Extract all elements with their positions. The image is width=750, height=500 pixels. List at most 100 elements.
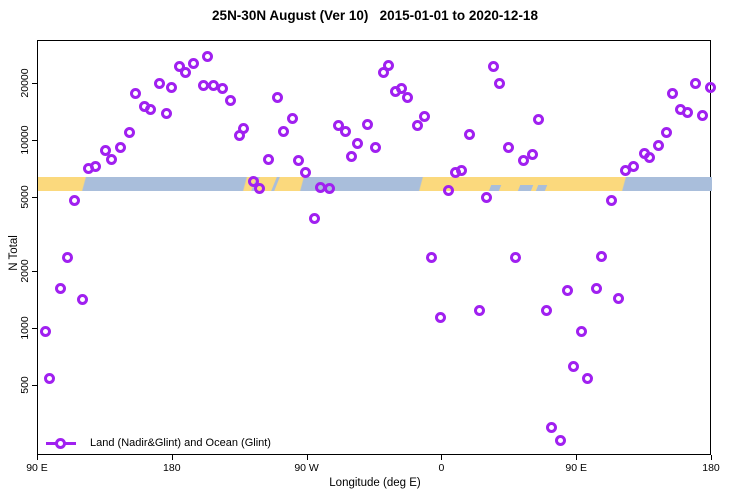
data-point	[419, 111, 431, 123]
data-point	[153, 78, 165, 90]
data-point	[39, 326, 51, 338]
data-point	[443, 184, 455, 196]
y-axis-label: N Total	[8, 235, 20, 271]
data-point	[124, 127, 136, 139]
y-tick-mark	[32, 196, 37, 198]
data-point	[576, 325, 588, 337]
y-tick-mark	[32, 83, 37, 85]
data-point	[383, 60, 395, 72]
data-point	[555, 435, 567, 447]
y-tick-mark	[32, 384, 37, 386]
x-tick-label: 90 E	[565, 462, 587, 474]
chart-title: 25N-30N August (Ver 10) 2015-01-01 to 20…	[212, 8, 538, 23]
data-point	[77, 294, 89, 306]
data-point	[197, 80, 209, 92]
data-point	[271, 91, 283, 103]
data-point	[300, 167, 312, 179]
legend-label: Land (Nadir&Glint) and Ocean (Glint)	[90, 437, 271, 449]
surface-band-transition	[417, 176, 426, 191]
y-tick-mark	[32, 328, 37, 329]
data-point	[180, 66, 192, 78]
x-tick-mark	[576, 455, 578, 460]
data-point	[541, 305, 553, 317]
data-point	[591, 282, 603, 294]
data-point	[613, 293, 625, 305]
legend-line-icon	[46, 437, 76, 449]
x-axis-label: Longitude (deg E)	[329, 477, 421, 489]
data-point	[90, 160, 102, 172]
data-point	[426, 252, 438, 264]
data-point	[494, 78, 506, 90]
data-point	[705, 82, 717, 94]
data-point	[697, 109, 709, 121]
y-tick-label: 10000	[19, 125, 31, 155]
data-point	[54, 282, 66, 294]
data-point	[396, 83, 408, 95]
data-point	[217, 83, 229, 95]
x-tick-label: 90 W	[294, 462, 319, 474]
data-point	[262, 153, 274, 165]
data-point	[582, 372, 594, 384]
surface-band-transition	[297, 176, 306, 191]
y-tick-mark	[32, 271, 37, 273]
surface-band-segment-ocean	[623, 176, 712, 191]
data-point	[161, 108, 173, 120]
data-point	[596, 250, 608, 262]
data-point	[346, 150, 358, 162]
data-point	[518, 155, 530, 167]
data-point	[351, 138, 363, 150]
data-point	[100, 145, 112, 157]
data-point	[682, 106, 694, 118]
data-point	[474, 304, 486, 316]
plot-area: Land (Nadir&Glint) and Ocean (Glint)	[37, 40, 717, 455]
data-point	[644, 151, 656, 163]
data-point	[238, 123, 250, 135]
data-point	[292, 154, 304, 166]
x-tick-label: 0	[438, 462, 445, 474]
data-point	[481, 192, 493, 204]
x-tick-mark	[306, 455, 308, 460]
surface-band-ocean-streak	[517, 184, 534, 191]
data-point	[247, 175, 259, 187]
y-tick-label: 20000	[19, 68, 31, 99]
data-point	[115, 141, 127, 153]
x-tick-label: 180	[163, 462, 181, 474]
y-tick-mark	[32, 140, 37, 141]
data-point	[165, 82, 177, 94]
surface-band-transition	[619, 176, 628, 191]
x-tick-label: 180	[702, 462, 720, 474]
data-point	[187, 58, 199, 70]
data-point	[568, 361, 580, 373]
surface-band-transition	[240, 176, 249, 191]
data-point	[254, 182, 266, 194]
x-tick-label: 90 E	[26, 462, 48, 474]
data-point	[510, 252, 522, 264]
data-point	[503, 141, 515, 153]
data-point	[323, 182, 335, 194]
y-tick-label: 1000	[19, 316, 31, 340]
y-tick-label: 5000	[19, 184, 31, 209]
data-point	[464, 128, 476, 140]
data-point	[661, 127, 673, 139]
data-point	[44, 372, 56, 384]
data-point	[340, 125, 352, 137]
data-point	[224, 95, 236, 107]
data-point	[653, 139, 665, 151]
data-point	[606, 194, 618, 206]
data-point	[61, 251, 73, 263]
data-point	[628, 161, 640, 173]
y-tick-label: 2000	[19, 259, 31, 284]
data-point	[667, 87, 679, 99]
y-tick-label: 500	[19, 375, 31, 394]
data-point	[690, 78, 702, 90]
data-point	[370, 141, 382, 153]
data-point	[362, 118, 374, 130]
data-point	[278, 125, 290, 137]
data-point	[106, 153, 118, 165]
data-point	[527, 148, 539, 160]
data-point	[456, 164, 468, 176]
surface-band-segment-land	[421, 176, 624, 191]
data-point	[286, 112, 298, 124]
legend-open-circle-icon	[55, 437, 66, 449]
